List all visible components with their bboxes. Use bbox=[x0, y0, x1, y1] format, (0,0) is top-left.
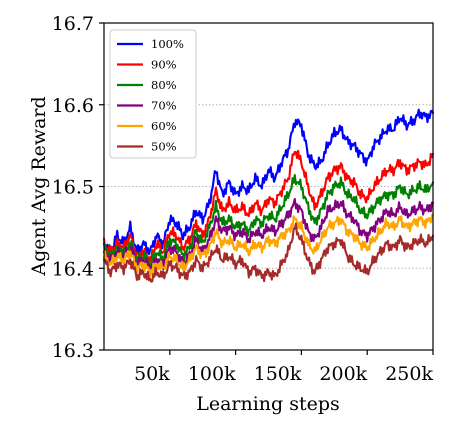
series-line-80pct bbox=[102, 173, 435, 267]
x-tick-label: 100k bbox=[188, 363, 236, 385]
gridlines bbox=[104, 104, 433, 269]
series-line-100pct bbox=[102, 108, 435, 256]
y-tick-label: 16.4 bbox=[52, 258, 94, 280]
legend-label: 60% bbox=[151, 119, 177, 133]
x-tick-label: 150k bbox=[254, 363, 302, 385]
legend-label: 100% bbox=[151, 37, 184, 51]
x-axis-label: Learning steps bbox=[196, 393, 340, 415]
series-line-70pct bbox=[102, 197, 435, 275]
legend-label: 70% bbox=[151, 99, 177, 113]
legend-label: 80% bbox=[151, 78, 177, 92]
y-tick-label: 16.3 bbox=[52, 340, 94, 362]
series-line-50pct bbox=[102, 222, 435, 283]
series-line-60pct bbox=[102, 214, 435, 278]
x-tick-label: 250k bbox=[385, 363, 433, 385]
x-tick-label: 50k bbox=[134, 363, 170, 385]
legend: 100% 90% 80% 70% 60% 50% bbox=[109, 29, 197, 159]
y-axis-label: Agent Avg Reward bbox=[28, 96, 50, 276]
series-line-90pct bbox=[102, 149, 435, 266]
axis-ticks: 16.3 16.4 16.5 16.6 16.7 50k 100k 150k 200k 250k bbox=[52, 13, 434, 385]
legend-label: 90% bbox=[151, 58, 177, 72]
x-tick-label: 200k bbox=[319, 363, 367, 385]
legend-label: 50% bbox=[151, 140, 177, 154]
series-lines bbox=[102, 108, 435, 283]
y-tick-label: 16.5 bbox=[52, 177, 94, 199]
y-tick-label: 16.6 bbox=[52, 95, 94, 117]
y-tick-label: 16.7 bbox=[52, 13, 94, 35]
